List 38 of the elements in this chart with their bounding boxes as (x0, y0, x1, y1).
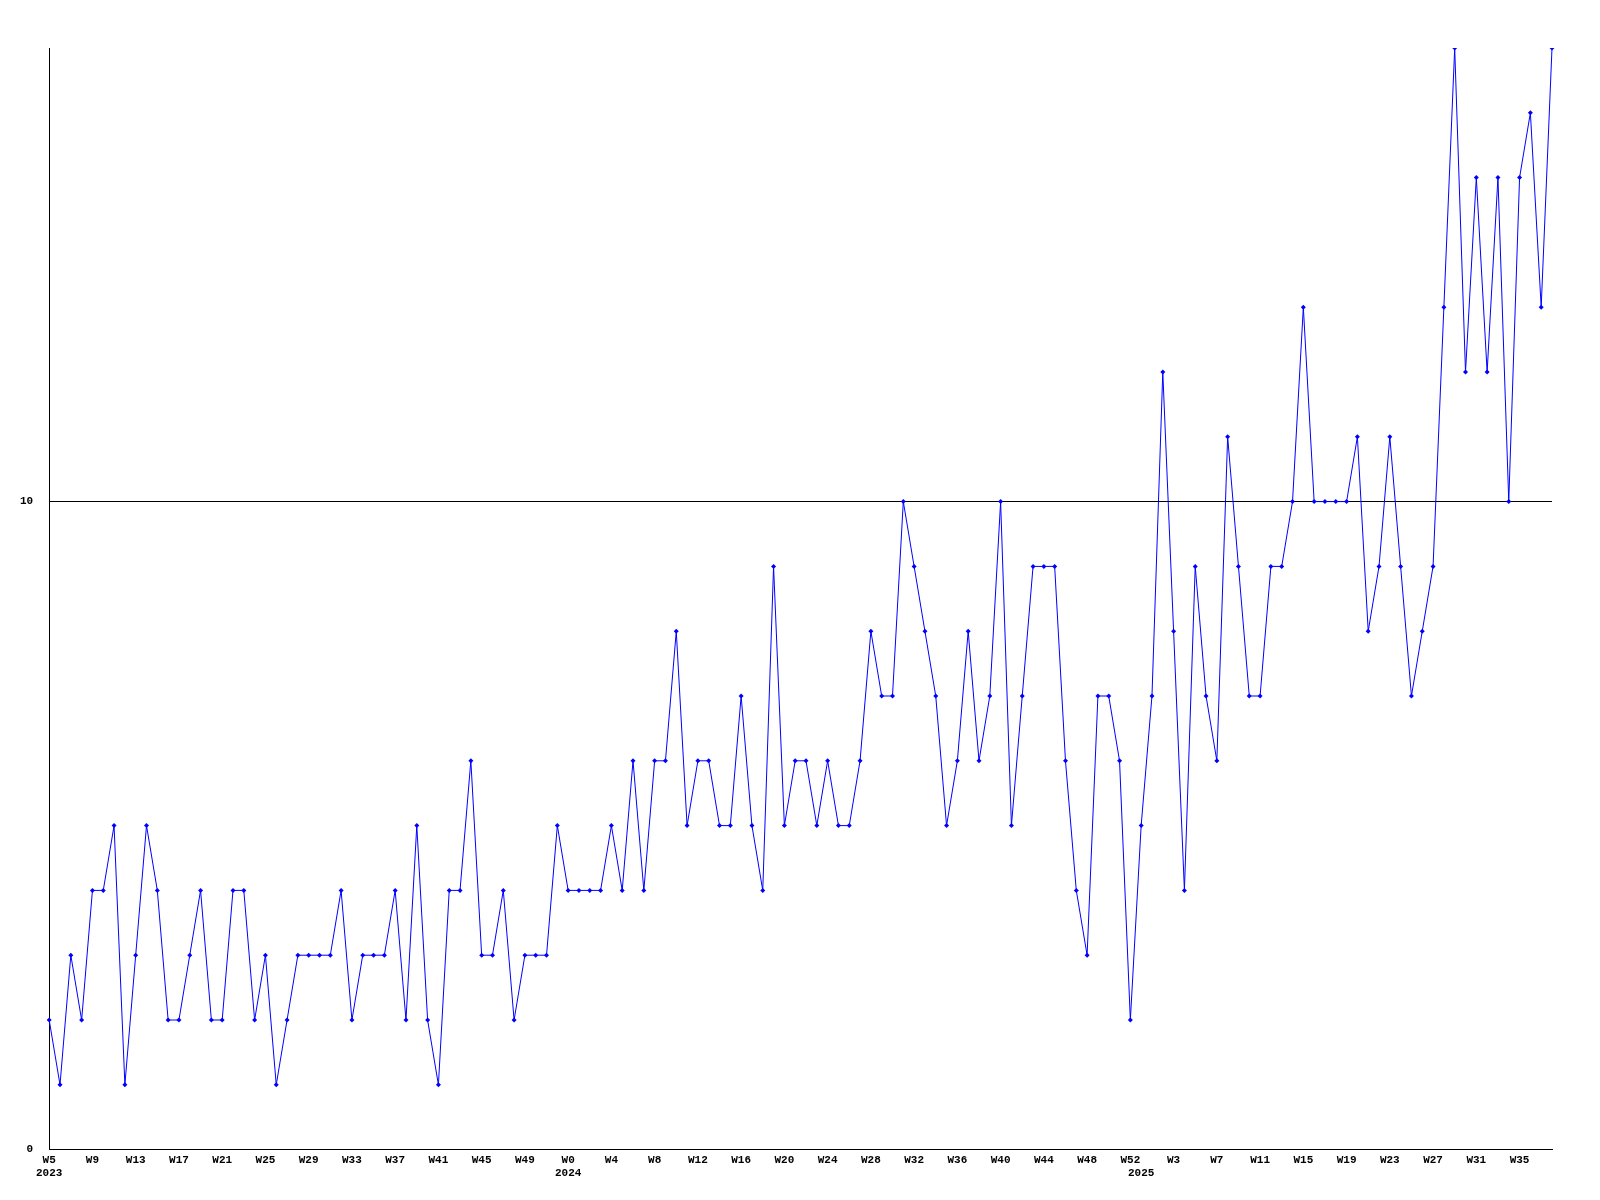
x-tick-label: W12 (687, 1153, 708, 1166)
x-tick-label: W20 (774, 1153, 795, 1166)
x-tick-label: W21 (212, 1153, 233, 1166)
y-tick-label: 10 (20, 495, 34, 508)
x-tick-label: W23 (1379, 1153, 1401, 1166)
x-tick-label: W19 (1336, 1153, 1357, 1166)
x-tick-label: W3 (1167, 1153, 1181, 1166)
x-tick-label: W16 (731, 1153, 752, 1166)
x-tick-label: W48 (1077, 1153, 1098, 1166)
x-tick-label: W7 (1210, 1153, 1224, 1166)
x-tick-label: W27 (1423, 1153, 1443, 1166)
x-tick-label: W9 (85, 1153, 100, 1166)
x-tick-label: W8 (648, 1153, 662, 1166)
x-tick-label: W13 (125, 1153, 146, 1166)
x-tick-label: W24 (817, 1153, 838, 1166)
x-tick-label: W29 (298, 1153, 319, 1166)
x-tick-label: W37 (385, 1153, 406, 1166)
x-tick-label: W45 (471, 1153, 492, 1166)
x-tick-label: W35 (1509, 1153, 1530, 1166)
x-tick-label: 2025 (1127, 1167, 1155, 1180)
x-tick-label: W36 (947, 1153, 968, 1166)
x-tick-label: W15 (1293, 1153, 1314, 1166)
x-tick-label: W0 2024 (554, 1153, 582, 1180)
x-tick-label: W4 (604, 1153, 619, 1166)
x-tick-label: W40 (990, 1153, 1011, 1166)
x-tick-label: W49 (515, 1153, 535, 1166)
x-tick-label: W44 (1033, 1153, 1055, 1166)
x-tick-label: W5 2023 (36, 1153, 63, 1180)
x-tick-label: W33 (342, 1153, 363, 1166)
x-tick-label: W41 (428, 1153, 449, 1166)
x-tick-label: W31 (1466, 1153, 1487, 1166)
x-tick-label: W11 (1250, 1153, 1271, 1166)
y-tick-label: 0 (26, 1143, 34, 1156)
x-tick-label: W32 (904, 1153, 925, 1166)
x-tick-label: W52 (1120, 1153, 1141, 1166)
x-tick-label: W28 (860, 1153, 882, 1166)
x-tick-label: W25 (255, 1153, 276, 1166)
x-tick-label: W17 (169, 1153, 189, 1166)
